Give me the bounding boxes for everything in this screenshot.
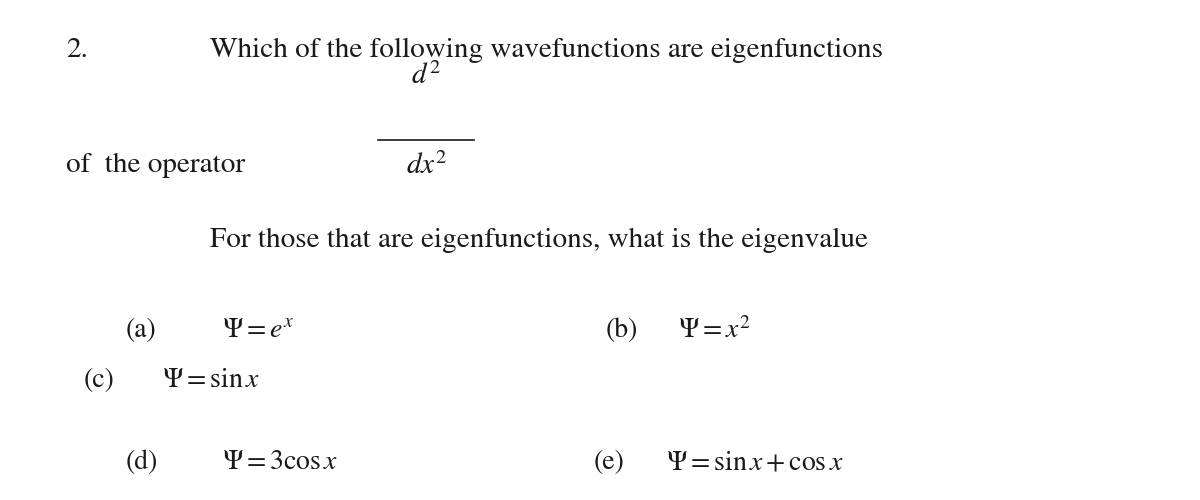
Text: (a): (a): [126, 318, 157, 342]
Text: $\Psi = e^x$: $\Psi = e^x$: [222, 318, 294, 342]
Text: $\Psi = \sin x + \cos x$: $\Psi = \sin x + \cos x$: [666, 450, 844, 475]
Text: of  the operator: of the operator: [66, 152, 245, 178]
Text: $d^2$: $d^2$: [412, 62, 440, 90]
Text: For those that are eigenfunctions, what is the eigenvalue: For those that are eigenfunctions, what …: [210, 228, 868, 252]
Text: $dx^2$: $dx^2$: [406, 152, 446, 180]
Text: $\Psi = 3\cos x$: $\Psi = 3\cos x$: [222, 450, 338, 475]
Text: $\Psi = x^2$: $\Psi = x^2$: [678, 318, 751, 344]
Text: Which of the following wavefunctions are eigenfunctions: Which of the following wavefunctions are…: [210, 38, 883, 62]
Text: $\Psi = \sin x$: $\Psi = \sin x$: [162, 368, 260, 392]
Text: (c): (c): [84, 368, 115, 392]
Text: (b): (b): [606, 318, 638, 342]
Text: (e): (e): [594, 450, 625, 475]
Text: 2.: 2.: [66, 38, 88, 62]
Text: (d): (d): [126, 450, 158, 475]
